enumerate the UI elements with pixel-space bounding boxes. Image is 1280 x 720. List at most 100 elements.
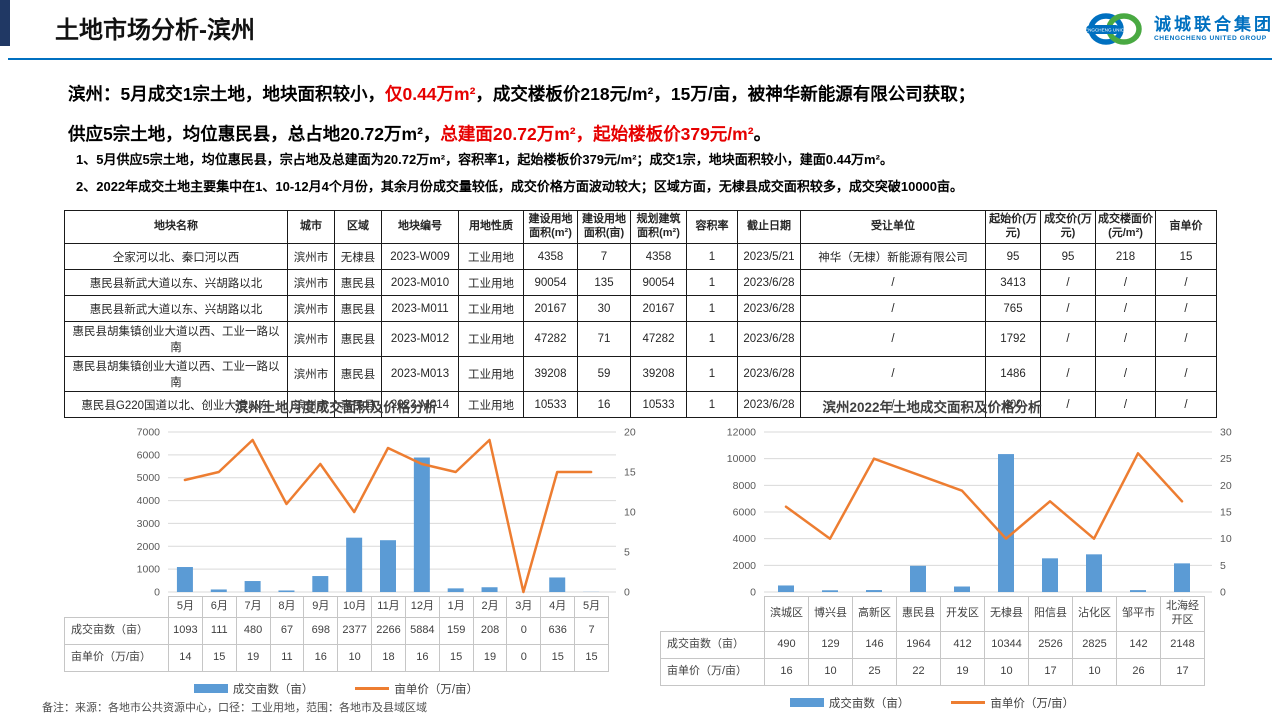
table-cell: 工业用地 [458,243,524,270]
chart-value-cell: 159 [438,616,474,645]
chart-category-label: 11月 [371,596,406,618]
chart-plot: 0 1000 2000 3000 4000 5000 6000 7000 0 5 10 15 20 [137,427,636,597]
page-title: 土地市场分析-滨州 [55,17,255,44]
column-header: 成交楼面价(元/m²) [1095,210,1156,244]
chart-value-cell: 636 [540,616,576,645]
chart-category-label: 惠民县 [896,596,941,632]
table-row: 惠民县新武大道以东、兴胡路以北 滨州市 惠民县 2023-M010 工业用地 90054 1… [64,269,1217,296]
table-cell: / [1095,295,1156,322]
table-cell: 神华（无棣）新能源有限公司 [800,243,986,270]
legend-item-line: 亩单价（万/亩） [951,695,1074,711]
chart-value-cell: 67 [269,616,305,645]
chart-legend: 成交亩数（亩） 亩单价（万/亩） [64,681,608,697]
table-cell: / [1040,321,1096,357]
footer-note: 备注：来源：各地市公共资源中心，口径：工业用地，范围：各地市及县域区域 [42,702,427,714]
table-row: 惠民县胡集镇创业大道以西、工业一路以南 滨州市 惠民县 2023-M012 工业用地 47… [64,321,1217,357]
table-cell: 滨州市 [287,391,335,418]
bar-swatch-icon [789,698,824,707]
table-cell: 惠民县 [334,356,382,392]
svg-text:12000: 12000 [727,427,756,439]
svg-text:5: 5 [624,547,630,559]
chart-value-cell: 2825 [1072,630,1117,659]
table-cell: 3413 [985,269,1041,296]
line-swatch-icon [355,687,390,691]
table-cell: / [1155,295,1217,322]
table-cell: 2023/6/28 [737,269,801,296]
chart-title: 滨州土地月度成交面积及价格分析 [234,400,438,415]
table-cell: 765 [985,295,1041,322]
chart-value-cell: 5884 [404,616,440,645]
chart-data-table: 5月 6月 7月 8月 9月 10月 11月 12月 1月 2月 3月 4月 5月 成交亩数（亩） 1093… [64,596,609,672]
chart-category-label: 开发区 [940,596,985,632]
table-cell: 4358 [630,243,687,270]
chart-value-cell: 11 [269,643,305,672]
chart-series-label: 成交亩数（亩） [64,616,169,645]
chart-value-cell: 22 [896,657,941,686]
table-cell: 59 [577,356,631,392]
chart-value-cell: 2266 [371,616,406,645]
table-cell: / [1095,321,1156,357]
legend-item-bar: 成交亩数（亩） [789,695,909,711]
column-header: 地块名称 [64,210,288,244]
chart-category-label: 邹平市 [1116,596,1161,632]
svg-text:3000: 3000 [137,518,161,530]
table-cell: 滨州市 [287,243,335,270]
table-cell: 30 [577,295,631,322]
table-cell: 1 [686,243,738,270]
chart-data-row: 亩单价（万/亩） 16 10 25 22 19 10 17 10 26 17 [660,657,1205,686]
chart-value-cell: 10 [1072,657,1117,686]
chart-category-label: 6月 [201,596,237,618]
line-swatch-icon [951,701,986,704]
svg-text:5: 5 [1220,560,1226,572]
table-cell: 1 [686,391,738,418]
table-cell: 135 [577,269,631,296]
chart-category-label: 1月 [438,596,474,618]
chart-value-cell: 698 [303,616,339,645]
chart-category-label: 4月 [540,596,576,618]
chart-category-label: 10月 [337,596,373,618]
table-cell: 71 [577,321,631,357]
table-cell: 2023-W009 [381,243,459,270]
title-divider [8,58,1272,60]
svg-text:0: 0 [154,587,160,597]
table-cell: 惠民县胡集镇创业大道以西、工业一路以南 [64,321,288,357]
table-cell: 90054 [630,269,687,296]
table-cell: 惠民县胡集镇创业大道以西、工业一路以南 [64,356,288,392]
chart-value-cell: 15 [201,643,237,672]
chart-category-label: 博兴县 [808,596,853,632]
chart-value-cell: 111 [201,616,237,645]
chart-category-row: 滨城区 博兴县 高新区 惠民县 开发区 无棣县 阳信县 沾化区 邹平市 北海经开区 [660,596,1205,632]
table-cell: 20167 [523,295,578,322]
table-cell: / [1155,391,1217,418]
svg-text:10: 10 [1220,533,1232,545]
column-header: 建设用地面积(m²) [523,210,578,244]
table-cell: / [1155,356,1217,392]
chart-series-label: 亩单价（万/亩） [660,657,765,686]
column-header: 地块编号 [381,210,459,244]
column-header: 城市 [287,210,335,244]
chart-value-cell: 1964 [896,630,941,659]
chart-legend: 成交亩数（亩） 亩单价（万/亩） [660,695,1204,711]
chart-value-cell: 2377 [337,616,373,645]
svg-text:6000: 6000 [733,507,757,519]
table-cell: 惠民县G220国道以北、创业大道以东 [64,391,288,418]
column-header: 区域 [334,210,382,244]
table-cell: 2023/6/28 [737,356,801,392]
table-cell: 10533 [523,391,578,418]
table-cell: / [1155,269,1217,296]
chart-value-cell: 0 [506,643,542,672]
svg-text:0: 0 [624,587,630,597]
logo-badge-text: CHENGCHENG UNION [1082,28,1128,33]
table-cell: 1792 [985,321,1041,357]
table-cell: 2023-M010 [381,269,459,296]
chart-value-cell: 0 [506,616,542,645]
table-cell: / [1040,269,1096,296]
svg-text:7000: 7000 [137,427,161,439]
land-table: 地块名称 城市 区域 地块编号 用地性质 建设用地面积(m²) 建设用地面积(亩) 规划建筑面… [64,210,1217,418]
chart-value-cell: 208 [472,616,508,645]
chart-value-cell: 15 [574,643,609,672]
chart-value-cell: 15 [540,643,576,672]
table-cell: 滨州市 [287,269,335,296]
table-cell: 2023/6/28 [737,295,801,322]
chart-value-cell: 19 [235,643,271,672]
